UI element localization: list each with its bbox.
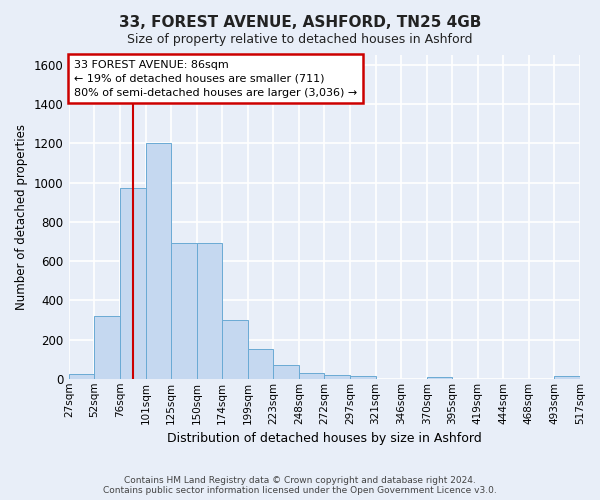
Bar xyxy=(299,373,325,379)
X-axis label: Distribution of detached houses by size in Ashford: Distribution of detached houses by size … xyxy=(167,432,482,445)
Text: 33 FOREST AVENUE: 86sqm
← 19% of detached houses are smaller (711)
80% of semi-d: 33 FOREST AVENUE: 86sqm ← 19% of detache… xyxy=(74,60,357,98)
Bar xyxy=(325,375,350,379)
Bar xyxy=(554,376,580,379)
Bar xyxy=(222,320,248,379)
Text: Contains HM Land Registry data © Crown copyright and database right 2024.
Contai: Contains HM Land Registry data © Crown c… xyxy=(103,476,497,495)
Bar xyxy=(120,188,146,379)
Bar xyxy=(146,144,171,379)
Bar xyxy=(248,350,274,379)
Bar xyxy=(171,244,197,379)
Text: 33, FOREST AVENUE, ASHFORD, TN25 4GB: 33, FOREST AVENUE, ASHFORD, TN25 4GB xyxy=(119,15,481,30)
Text: Size of property relative to detached houses in Ashford: Size of property relative to detached ho… xyxy=(127,32,473,46)
Bar xyxy=(69,374,94,379)
Bar xyxy=(94,316,120,379)
Y-axis label: Number of detached properties: Number of detached properties xyxy=(15,124,28,310)
Bar xyxy=(350,376,376,379)
Bar xyxy=(274,365,299,379)
Bar xyxy=(427,377,452,379)
Bar xyxy=(197,244,222,379)
